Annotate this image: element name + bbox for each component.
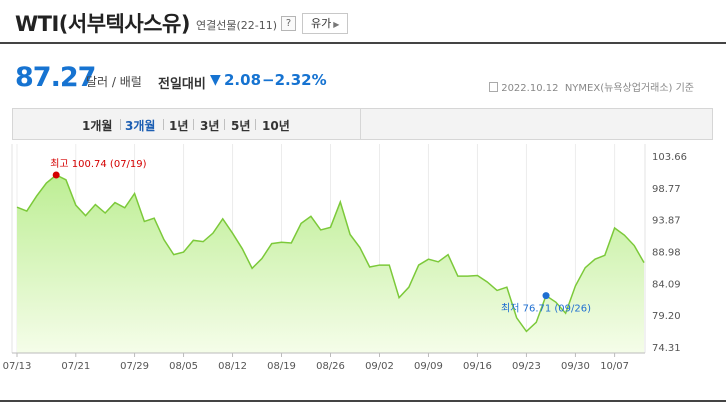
- x-tick-label: 08/12: [218, 361, 247, 372]
- tab-1-year[interactable]: 1년: [169, 119, 189, 133]
- exchange-label: NYMEX(뉴욕상업거래소) 기준: [564, 83, 694, 94]
- x-tick-label: 08/26: [316, 361, 345, 372]
- y-tick-label: 93.87: [652, 216, 681, 227]
- x-tick-label: 09/02: [365, 361, 394, 372]
- price-line: [16, 174, 645, 333]
- x-tick-label: 09/23: [512, 361, 541, 372]
- y-tick-label: 88.98: [652, 248, 681, 259]
- y-tick-label: 79.20: [652, 311, 681, 322]
- change-rate: −2.32%: [262, 71, 327, 89]
- price-unit: 달러 / 배럴: [86, 75, 142, 89]
- tab-1-month[interactable]: 1개월: [82, 119, 113, 133]
- x-tick-label: 09/09: [414, 361, 443, 372]
- x-tick-label: 09/30: [561, 361, 590, 372]
- tab-divider: [224, 119, 225, 130]
- header: WTI(서부텍사스유) 연결선물(22-11) ? 유가 ▶: [0, 0, 726, 44]
- high-label: 최고 100.74 (07/19): [50, 158, 146, 170]
- tab-3-month[interactable]: 3개월: [125, 119, 156, 133]
- price-area: [17, 175, 644, 353]
- document-icon: [489, 82, 499, 92]
- tab-divider: [255, 119, 256, 130]
- change-value: 2.08: [224, 71, 262, 89]
- x-tick-label: 07/21: [61, 361, 90, 372]
- kind-select-button[interactable]: 유가 ▶: [302, 13, 349, 34]
- x-tick-label: 08/19: [267, 361, 296, 372]
- quote-date: 2022.10.12: [501, 83, 559, 94]
- tab-divider: [120, 119, 121, 130]
- period-tabs-group: 1개월 3개월 1년 3년 5년 10년: [13, 109, 361, 139]
- x-tick-label: 07/29: [120, 361, 149, 372]
- price-chart: 07/13 07/21 07/29 08/05 08/12 08/19 08/26 09/02…: [3, 144, 687, 372]
- quote-meta: 2022.10.12 NYMEX(뉴욕상업거래소) 기준: [489, 79, 694, 94]
- kind-select-label: 유가: [311, 17, 332, 30]
- help-icon[interactable]: ?: [281, 16, 296, 31]
- chevron-right-icon: ▶: [333, 20, 340, 29]
- current-price: 87.27: [15, 62, 96, 93]
- y-tick-label: 84.09: [652, 279, 681, 290]
- y-tick-label: 74.31: [652, 343, 681, 354]
- bottom-divider: [0, 400, 726, 402]
- compare-label: 전일대비: [158, 77, 206, 92]
- period-tabs: 1개월 3개월 1년 3년 5년 10년: [12, 108, 713, 140]
- tab-divider: [193, 119, 194, 130]
- high-point: [52, 171, 60, 179]
- x-tick-label: 09/16: [463, 361, 492, 372]
- low-point: [542, 292, 550, 300]
- x-tick-label: 07/13: [3, 361, 32, 372]
- contract-subtitle: 연결선물(22-11): [196, 19, 278, 32]
- tab-10-year[interactable]: 10년: [262, 119, 290, 133]
- low-label: 최저 76.71 (09/26): [501, 303, 591, 315]
- tab-3-year[interactable]: 3년: [200, 119, 220, 133]
- y-tick-label: 98.77: [652, 184, 681, 195]
- down-arrow-icon: ▼: [210, 72, 221, 88]
- page-title: WTI(서부텍사스유): [15, 12, 190, 36]
- tab-5-year[interactable]: 5년: [231, 119, 251, 133]
- x-tick-label: 08/05: [169, 361, 198, 372]
- tab-divider: [163, 119, 164, 130]
- x-tick-label: 10/07: [600, 361, 629, 372]
- y-tick-label: 103.66: [652, 152, 687, 163]
